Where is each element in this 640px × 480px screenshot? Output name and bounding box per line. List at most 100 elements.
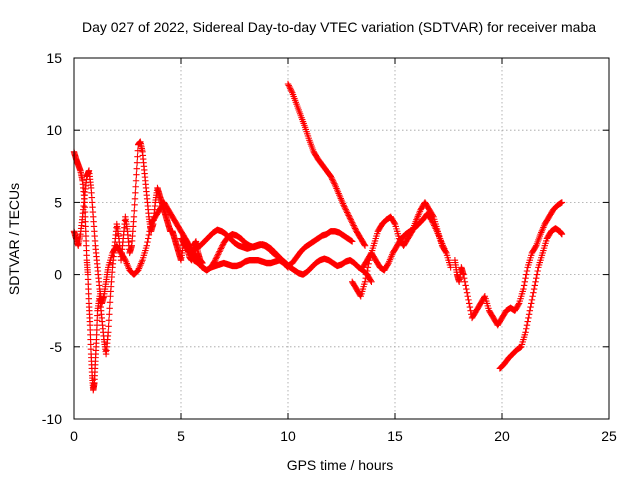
data-point bbox=[525, 311, 533, 318]
data-point bbox=[431, 223, 439, 231]
data-point bbox=[286, 85, 294, 92]
data-point bbox=[132, 189, 139, 196]
data-point bbox=[349, 219, 356, 226]
data-point bbox=[464, 293, 471, 300]
data-point bbox=[343, 207, 350, 215]
data-point bbox=[144, 238, 151, 246]
data-point bbox=[350, 222, 357, 229]
data-point bbox=[467, 307, 474, 314]
data-point bbox=[522, 329, 529, 336]
data-point bbox=[331, 180, 338, 187]
x-tick-label: 15 bbox=[387, 428, 403, 444]
data-point bbox=[105, 329, 112, 336]
x-tick-label: 20 bbox=[494, 428, 510, 444]
data-point bbox=[515, 301, 522, 308]
data-point bbox=[219, 242, 226, 249]
data-point bbox=[346, 215, 354, 222]
series-I bbox=[496, 225, 566, 372]
x-tick-label: 0 bbox=[70, 428, 78, 444]
data-point bbox=[384, 261, 392, 268]
data-point bbox=[465, 300, 473, 307]
grid-lines bbox=[74, 58, 609, 419]
data-point bbox=[329, 176, 336, 183]
data-point bbox=[212, 255, 220, 262]
data-point bbox=[212, 256, 219, 264]
series-G bbox=[359, 210, 448, 274]
data-point bbox=[463, 285, 470, 293]
data-point bbox=[530, 289, 537, 296]
data-point bbox=[287, 86, 295, 93]
data-point bbox=[428, 216, 435, 223]
data-point bbox=[217, 245, 225, 252]
data-point bbox=[361, 242, 369, 249]
data-point bbox=[525, 314, 532, 322]
data-point bbox=[441, 245, 448, 252]
data-point bbox=[428, 217, 436, 225]
data-point bbox=[106, 299, 114, 306]
data-point bbox=[131, 207, 138, 215]
plot-frame bbox=[73, 57, 610, 420]
data-point bbox=[133, 159, 141, 166]
data-point bbox=[286, 83, 293, 91]
data-point bbox=[341, 204, 349, 212]
data-point bbox=[105, 317, 113, 324]
series-A bbox=[70, 138, 206, 394]
data-point bbox=[520, 285, 527, 293]
data-point bbox=[558, 199, 566, 206]
data-point bbox=[532, 278, 539, 286]
data-point bbox=[531, 282, 539, 289]
y-tick-label: 10 bbox=[46, 122, 62, 138]
data-point bbox=[340, 202, 347, 209]
data-point bbox=[132, 177, 140, 184]
data-point bbox=[327, 173, 334, 180]
data-point bbox=[106, 311, 113, 318]
data-point bbox=[341, 203, 348, 210]
data-point bbox=[133, 171, 140, 178]
data-point bbox=[533, 271, 541, 278]
data-point bbox=[351, 225, 359, 232]
data-point bbox=[480, 294, 488, 301]
data-point bbox=[442, 248, 449, 255]
data-point bbox=[134, 153, 141, 160]
data-point bbox=[558, 230, 566, 238]
data-point bbox=[534, 267, 541, 275]
data-point bbox=[345, 212, 352, 219]
data-point bbox=[356, 291, 364, 299]
data-point bbox=[523, 271, 530, 278]
data-point bbox=[347, 216, 354, 223]
data-point bbox=[144, 235, 152, 242]
data-point bbox=[145, 231, 153, 239]
data-point bbox=[349, 220, 357, 228]
series-D bbox=[188, 226, 375, 286]
data-point bbox=[217, 246, 224, 254]
data-point bbox=[214, 252, 221, 260]
data-point bbox=[462, 282, 469, 289]
y-tick-label: 5 bbox=[54, 194, 62, 210]
y-tick-label: -10 bbox=[42, 411, 62, 427]
data-point bbox=[131, 201, 138, 209]
y-tick-label: 15 bbox=[46, 50, 62, 66]
data-point bbox=[218, 243, 225, 251]
data-point bbox=[530, 285, 538, 293]
data-point bbox=[460, 271, 467, 278]
data-point bbox=[329, 177, 337, 184]
y-tick-label: 0 bbox=[54, 267, 62, 283]
data-point bbox=[368, 278, 375, 286]
data-point bbox=[284, 80, 292, 88]
data-point bbox=[532, 243, 539, 251]
data-point bbox=[460, 275, 468, 282]
data-point bbox=[346, 213, 353, 221]
data-point bbox=[430, 220, 437, 228]
data-point bbox=[288, 88, 295, 95]
data-point bbox=[330, 178, 337, 186]
data-point bbox=[528, 296, 536, 304]
data-point bbox=[527, 303, 534, 311]
data-point bbox=[146, 228, 153, 235]
data-point bbox=[285, 82, 292, 89]
data-point bbox=[344, 210, 352, 218]
data-point bbox=[461, 278, 469, 286]
data-point bbox=[143, 242, 150, 249]
data-point bbox=[216, 248, 223, 255]
data-point bbox=[105, 323, 112, 330]
